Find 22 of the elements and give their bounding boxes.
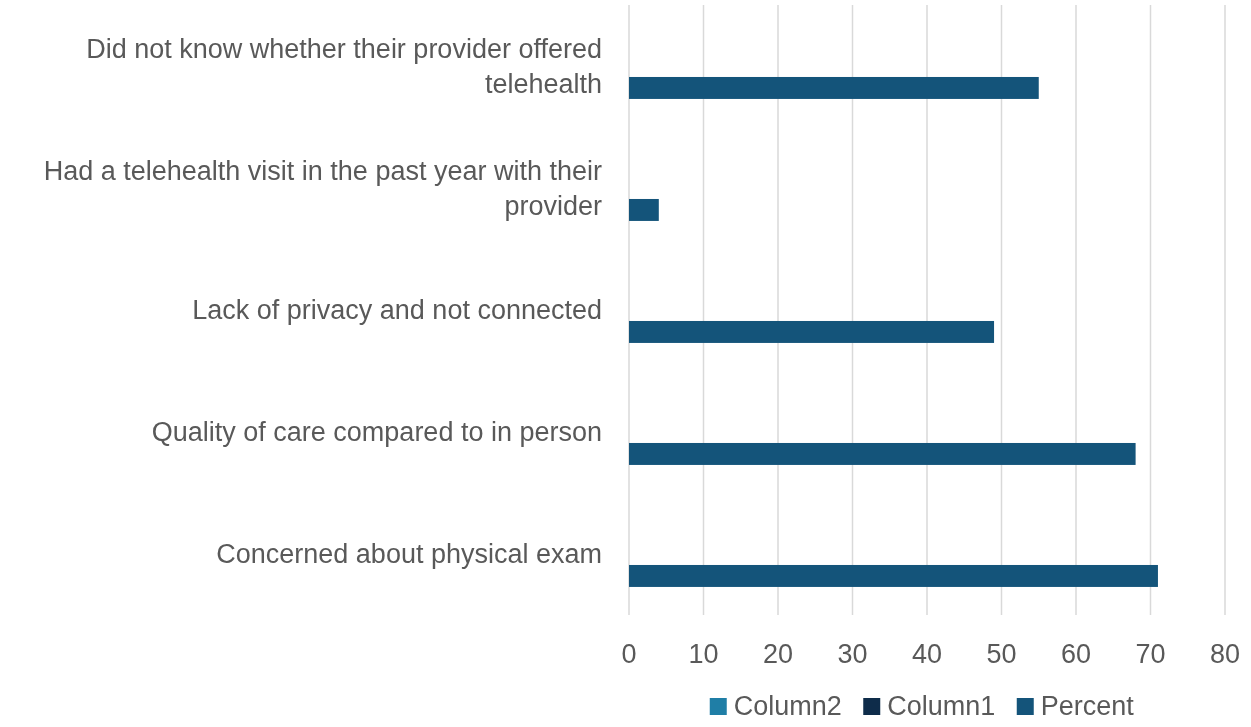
y-tick-label: Lack of privacy and not connected [192,295,602,325]
bar [629,198,659,221]
bar [629,564,1158,587]
legend-label: Column2 [733,691,842,721]
x-tick-label: 40 [911,639,943,669]
legend-label: Percent [1040,691,1135,721]
x-tick-label: 60 [1060,639,1092,669]
y-tick-label: Concerned about physical exam [216,539,602,569]
legend-label: Column1 [887,691,996,721]
x-tick-label: 80 [1209,639,1241,669]
y-tick-label: Did not know whether their provider offered telehealth [86,33,602,99]
x-tick-label: 70 [1135,639,1166,669]
x-tick-label: 50 [986,639,1017,669]
bar [629,76,1039,99]
x-tick-label: 20 [762,639,794,669]
y-tick-label: Quality of care compared to in person [151,417,602,447]
x-tick-label: 0 [621,639,637,669]
y-tick-label: Had a telehealth visit in the past year with their provider [43,155,603,221]
bar [629,320,995,343]
bar [629,442,1136,465]
x-tick-label: 30 [837,639,868,669]
x-tick-label: 10 [688,639,719,669]
